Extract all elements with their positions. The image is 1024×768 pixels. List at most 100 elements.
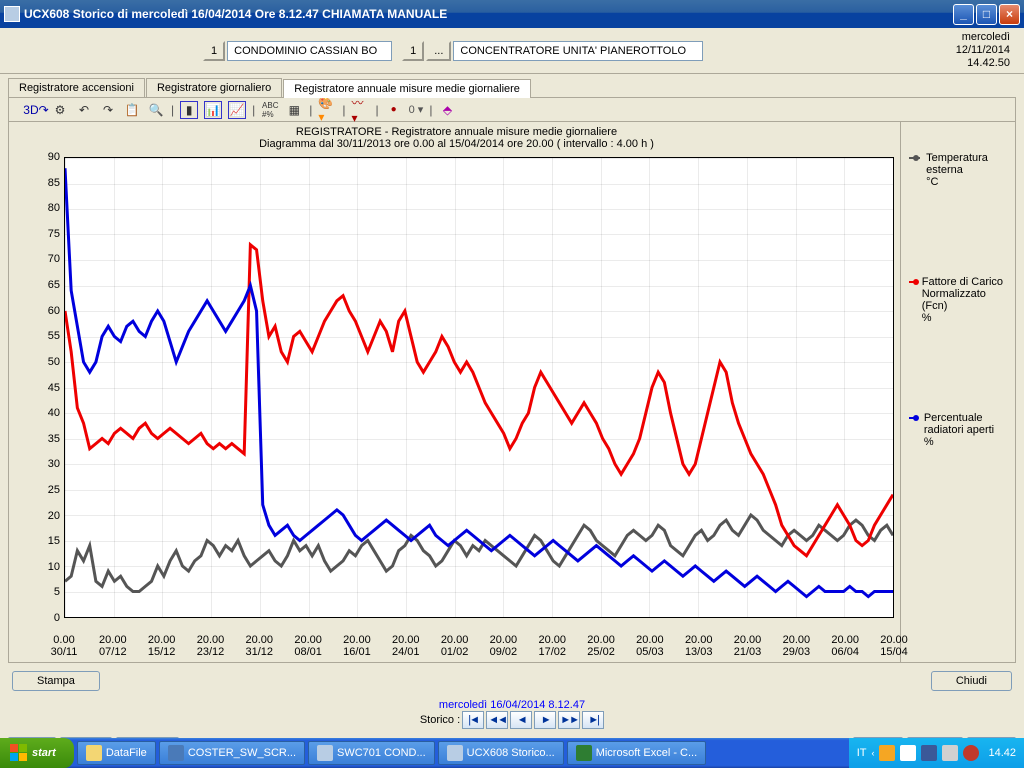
plot-box[interactable] (64, 157, 894, 618)
y-tick-label: 70 (34, 253, 60, 265)
chart1-icon[interactable]: ▮ (180, 101, 198, 119)
y-tick-label: 25 (34, 484, 60, 496)
nav-next-button[interactable]: ► (534, 711, 556, 729)
storico-date: mercoledì 16/04/2014 8.12.47 (4, 699, 1020, 711)
x-tick-label: 20.00 08/01 (287, 634, 329, 658)
copy-icon[interactable]: 📋 (123, 101, 141, 119)
taskbar-item-label: Microsoft Excel - C... (596, 747, 697, 759)
storico-bar: mercoledì 16/04/2014 8.12.47 Storico : |… (0, 695, 1024, 733)
y-tick-label: 85 (34, 177, 60, 189)
x-tick-label: 20.00 06/04 (824, 634, 866, 658)
chiudi-button[interactable]: Chiudi (931, 671, 1012, 691)
grid-icon[interactable]: ▦ (285, 101, 303, 119)
undo-icon[interactable]: ↶ (75, 101, 93, 119)
taskbar: start DataFile COSTER_SW_SCR... SWC701 CON… (0, 738, 1024, 768)
system-tray[interactable]: IT ‹ 14.42 (849, 738, 1024, 768)
chart-title-2: Diagramma dal 30/11/2013 ore 0.00 al 15/… (19, 138, 894, 150)
maximize-button[interactable]: □ (976, 4, 997, 25)
y-tick-label: 80 (34, 202, 60, 214)
nav-first-button[interactable]: |◄ (462, 711, 484, 729)
y-tick-label: 55 (34, 330, 60, 342)
tray-icon-3[interactable] (921, 745, 937, 761)
y-tick-label: 45 (34, 382, 60, 394)
palette-icon[interactable]: 🎨▾ (318, 101, 336, 119)
x-tick-label: 0.00 30/11 (43, 634, 85, 658)
window-title: UCX608 Storico di mercoledì 16/04/2014 O… (24, 7, 953, 21)
zoom-icon[interactable]: 🔍 (147, 101, 165, 119)
x-tick-label: 20.00 21/03 (727, 634, 769, 658)
windows-logo-icon (10, 744, 28, 762)
print-close-row: Stampa Chiudi (0, 667, 1024, 695)
minimize-button[interactable]: _ (953, 4, 974, 25)
legend-marker-blue (909, 417, 918, 419)
chart-title-1: REGISTRATORE - Registratore annuale misu… (19, 126, 894, 138)
y-tick-label: 20 (34, 510, 60, 522)
conc-label: CONCENTRATORE UNITA' PIANEROTTOLO (453, 41, 703, 61)
app-icon (4, 6, 20, 22)
legend-marker-gray (909, 157, 920, 159)
taskbar-item-label: SWC701 COND... (337, 747, 426, 759)
3d-icon[interactable]: 3D↷ (27, 101, 45, 119)
x-tick-label: 20.00 15/12 (141, 634, 183, 658)
taskbar-clock[interactable]: 14.42 (988, 747, 1016, 759)
condo-num[interactable]: 1 (203, 41, 225, 61)
tray-expand-icon[interactable]: ‹ (871, 748, 874, 758)
y-tick-label: 65 (34, 279, 60, 291)
tab-giornaliero[interactable]: Registratore giornaliero (146, 78, 282, 97)
taskbar-item-icon (317, 745, 333, 761)
chart-legend: Temperatura esterna °C Fattore di Carico… (900, 122, 1015, 662)
y-tick-label: 40 (34, 407, 60, 419)
tool-icon[interactable]: ⚙ (51, 101, 69, 119)
dot-icon[interactable]: ● (385, 101, 403, 119)
nav-forward-button[interactable]: ►► (558, 711, 580, 729)
nav-prev-button[interactable]: ◄ (510, 711, 532, 729)
taskbar-item-icon (576, 745, 592, 761)
tray-icon-4[interactable] (942, 745, 958, 761)
tray-icon-2[interactable] (900, 745, 916, 761)
tab-row: Registratore accensioni Registratore gio… (0, 74, 1024, 97)
taskbar-item[interactable]: SWC701 COND... (308, 741, 435, 765)
export-icon[interactable]: ⬘ (438, 101, 456, 119)
y-tick-label: 10 (34, 561, 60, 573)
x-tick-label: 20.00 29/03 (775, 634, 817, 658)
legend-temp: Temperatura esterna °C (909, 152, 1007, 188)
y-tick-label: 5 (34, 586, 60, 598)
taskbar-item-label: COSTER_SW_SCR... (188, 747, 296, 759)
taskbar-item[interactable]: COSTER_SW_SCR... (159, 741, 305, 765)
x-tick-label: 20.00 01/02 (434, 634, 476, 658)
x-tick-label: 20.00 17/02 (531, 634, 573, 658)
tray-ati-icon[interactable] (963, 745, 979, 761)
y-tick-label: 0 (34, 612, 60, 624)
x-tick-label: 20.00 09/02 (482, 634, 524, 658)
tab-accensioni[interactable]: Registratore accensioni (8, 78, 145, 97)
start-button[interactable]: start (0, 738, 74, 768)
x-tick-label: 20.00 25/02 (580, 634, 622, 658)
nav-last-button[interactable]: ►| (582, 711, 604, 729)
legend-marker-red (909, 281, 916, 283)
tray-icon-1[interactable] (879, 745, 895, 761)
taskbar-item[interactable]: DataFile (77, 741, 156, 765)
taskbar-item-icon (168, 745, 184, 761)
conc-dots[interactable]: ... (426, 41, 451, 61)
redo-icon[interactable]: ↷ (99, 101, 117, 119)
x-tick-label: 20.00 13/03 (678, 634, 720, 658)
x-tick-label: 20.00 23/12 (189, 634, 231, 658)
taskbar-item[interactable]: Microsoft Excel - C... (567, 741, 706, 765)
y-tick-label: 30 (34, 458, 60, 470)
abc-icon[interactable]: ABC#% (261, 101, 279, 119)
taskbar-item-icon (86, 745, 102, 761)
close-button[interactable]: × (999, 4, 1020, 25)
chart2-icon[interactable]: 📊 (204, 101, 222, 119)
chart-area: REGISTRATORE - Registratore annuale misu… (9, 122, 900, 662)
taskbar-item[interactable]: UCX608 Storico... (438, 741, 564, 765)
tab-annuale[interactable]: Registratore annuale misure medie giorna… (283, 79, 531, 98)
nav-rewind-button[interactable]: ◄◄ (486, 711, 508, 729)
lang-indicator[interactable]: IT (857, 747, 867, 759)
current-datetime: mercoledì 12/11/2014 14.42.50 (956, 31, 1016, 71)
line-icon[interactable]: 〰▾ (352, 101, 370, 119)
x-tick-label: 20.00 07/12 (92, 634, 134, 658)
stampa-button[interactable]: Stampa (12, 671, 100, 691)
conc-num[interactable]: 1 (402, 41, 424, 61)
chart3-icon[interactable]: 📈 (228, 101, 246, 119)
chart-toolbar: 3D↷ ⚙ ↶ ↷ 📋 🔍 | ▮ 📊 📈 | ABC#% ▦ | 🎨▾ | 〰… (9, 98, 1015, 122)
